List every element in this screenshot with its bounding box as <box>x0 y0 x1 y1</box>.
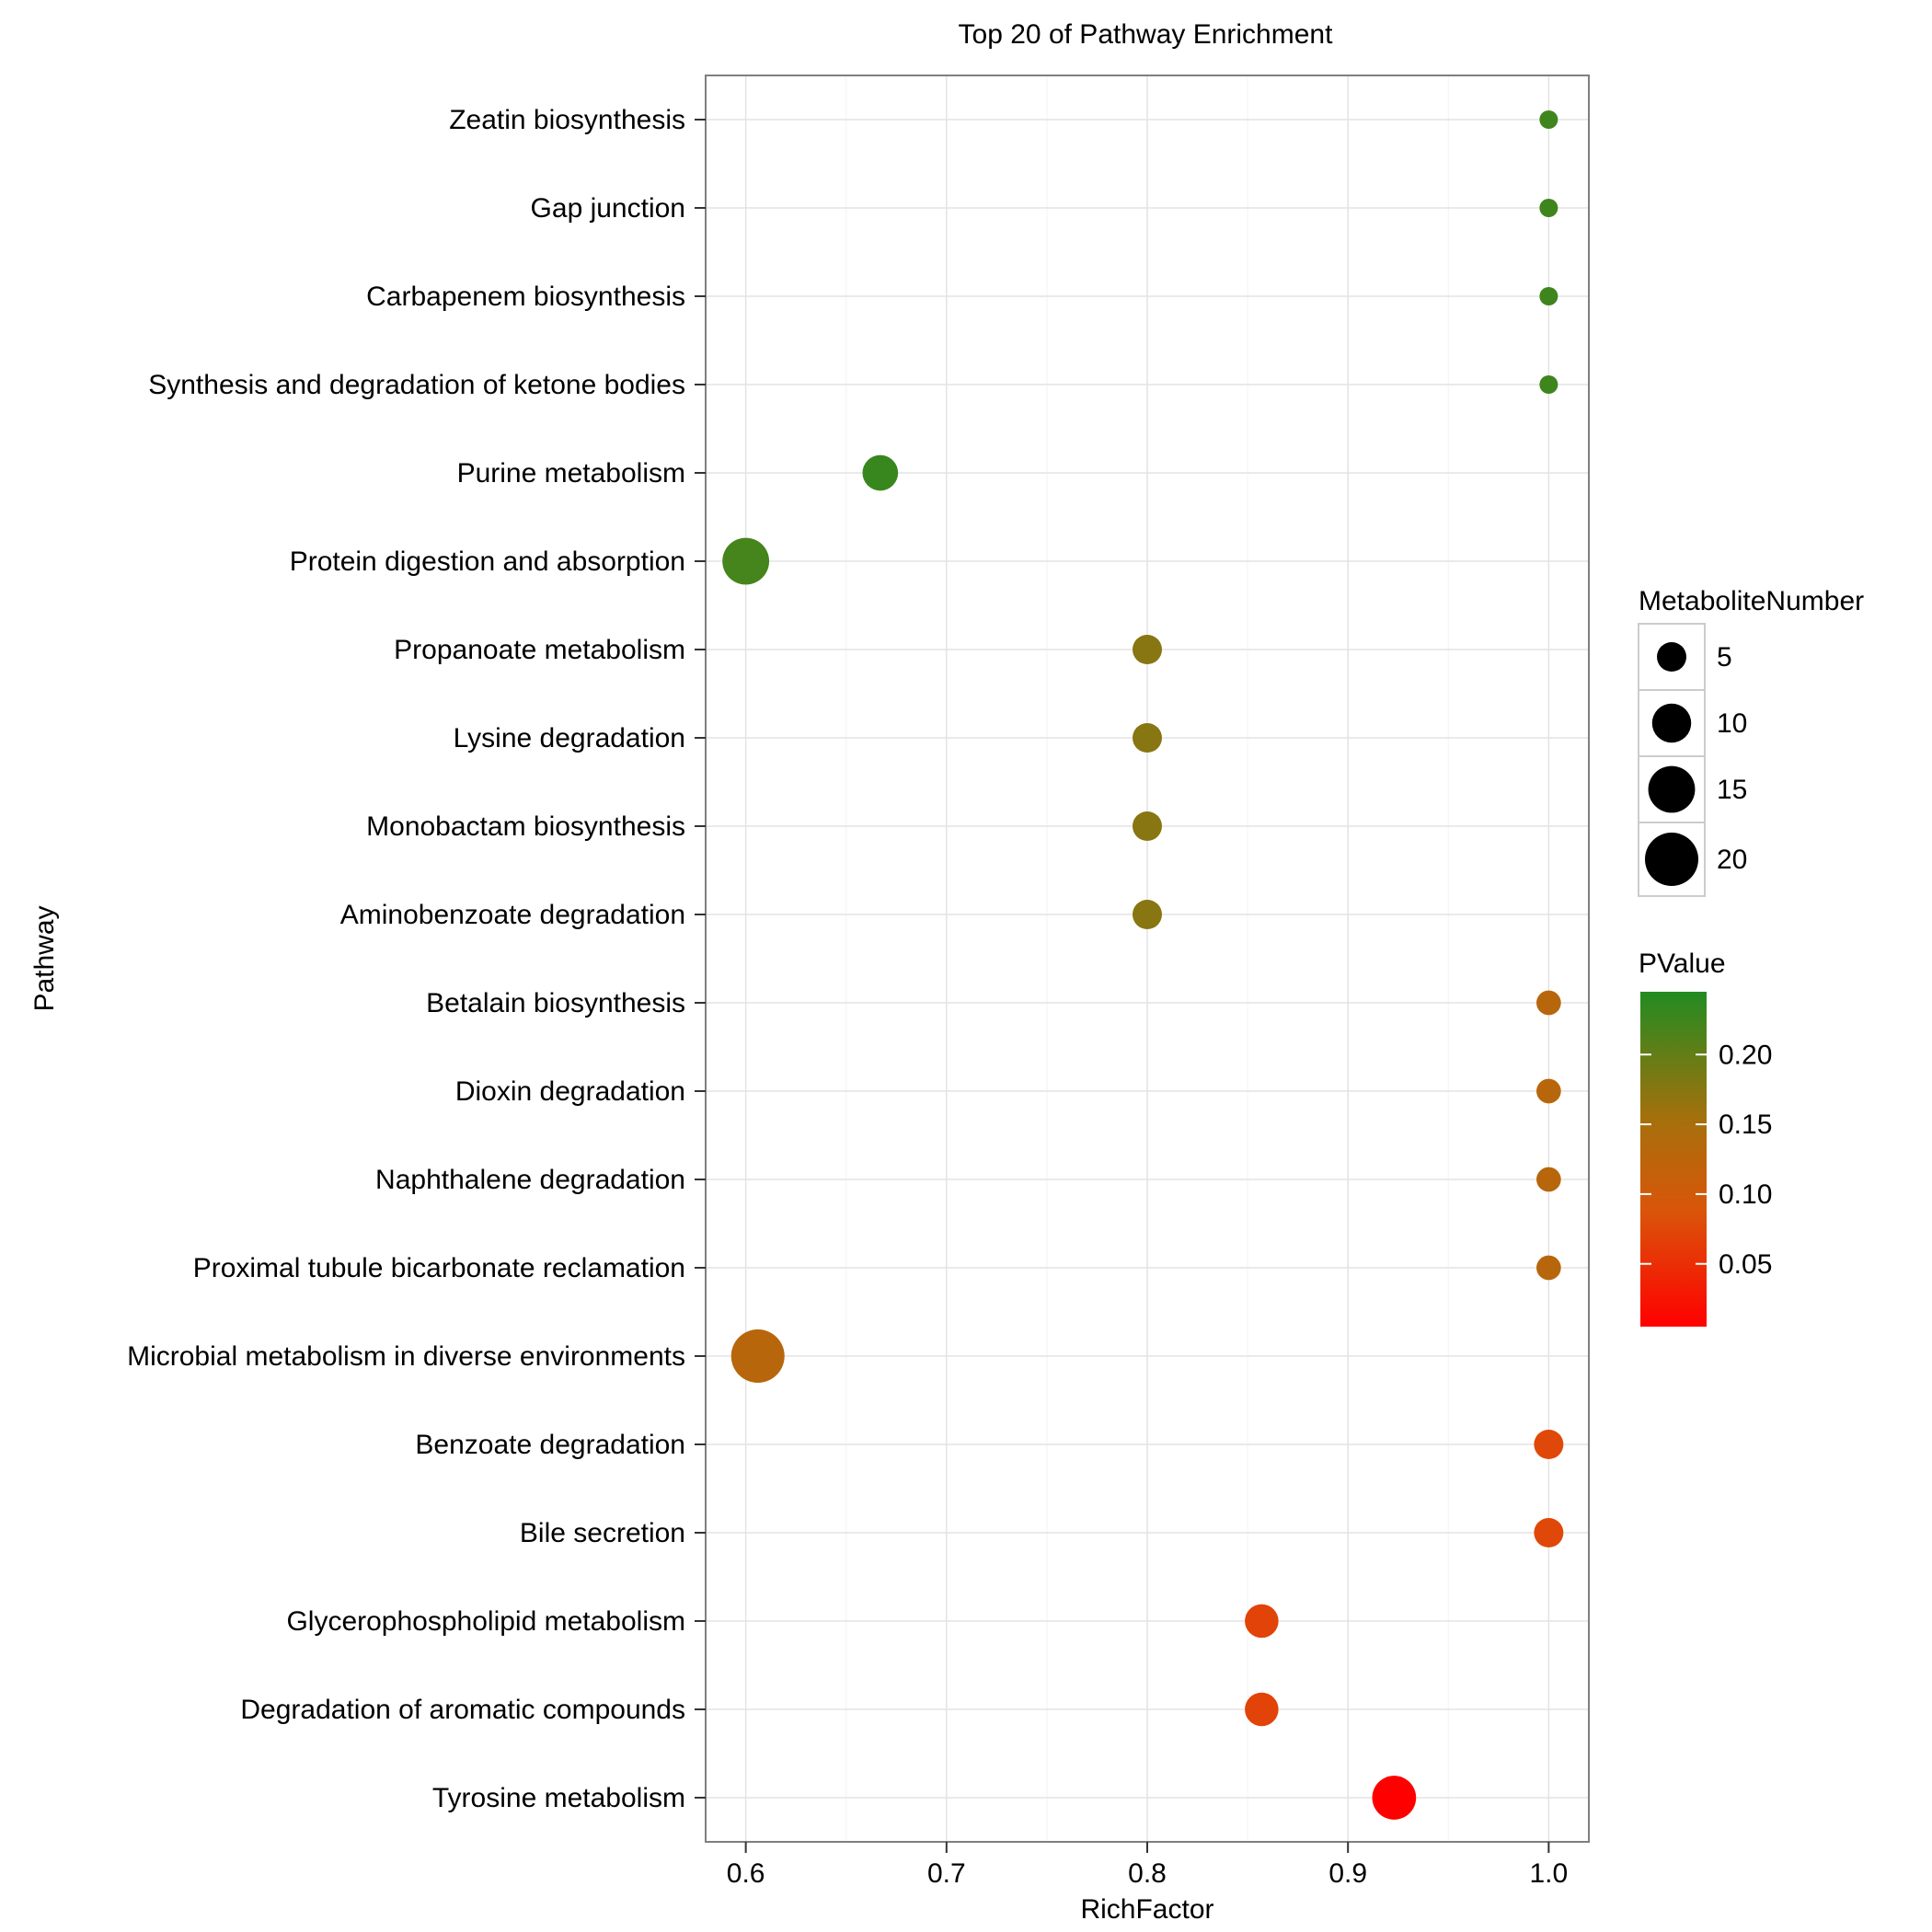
x-tick-label: 0.7 <box>927 1858 966 1889</box>
data-point <box>1536 1255 1561 1281</box>
data-point <box>1245 1692 1279 1727</box>
size-legend-label: 5 <box>1717 642 1732 673</box>
y-tick-label: Lysine degradation <box>454 723 685 753</box>
data-point <box>1245 1604 1279 1639</box>
size-legend-label: 15 <box>1717 775 1747 805</box>
x-tick-label: 1.0 <box>1530 1858 1569 1889</box>
grid-lines <box>706 75 1589 1842</box>
y-tick-label: Proximal tubule bicarbonate reclamation <box>193 1253 685 1283</box>
x-tick-label: 0.9 <box>1328 1858 1367 1889</box>
y-tick-label: Protein digestion and absorption <box>290 546 685 577</box>
data-point <box>1539 110 1558 129</box>
y-tick-label: Gap junction <box>531 193 685 224</box>
data-points <box>722 110 1564 1820</box>
size-legend-label: 10 <box>1717 708 1747 739</box>
data-point <box>1133 811 1162 841</box>
size-legend: MetaboliteNumber 5 10 15 20 <box>1638 586 1864 897</box>
size-legend-symbol <box>1651 703 1692 743</box>
y-axis: Zeatin biosynthesis Gap junction Carbapene… <box>127 105 706 1813</box>
data-point <box>730 1329 785 1383</box>
size-legend-label: 20 <box>1717 845 1747 875</box>
y-tick-label: Propanoate metabolism <box>394 635 685 665</box>
y-tick-label: Synthesis and degradation of ketone bodi… <box>148 370 685 400</box>
data-point <box>1534 1430 1564 1459</box>
color-legend-label: 0.15 <box>1719 1110 1772 1140</box>
color-legend: PValue 0.05 0.10 0.15 0.20 <box>1639 949 1772 1327</box>
data-point <box>862 454 899 491</box>
data-point <box>1133 900 1162 929</box>
chart-title: Top 20 of Pathway Enrichment <box>959 19 1334 50</box>
data-point <box>1539 375 1558 394</box>
x-axis: 0.6 0.7 0.8 0.9 1.0 <box>727 1842 1568 1889</box>
data-point <box>1534 1518 1564 1547</box>
x-tick-label: 0.6 <box>727 1858 765 1889</box>
x-tick-label: 0.8 <box>1128 1858 1167 1889</box>
y-tick-label: Carbapenem biosynthesis <box>366 282 685 312</box>
data-point <box>1536 1078 1561 1104</box>
data-point <box>1536 1167 1561 1192</box>
y-tick-label: Betalain biosynthesis <box>426 988 685 1018</box>
y-tick-label: Tyrosine metabolism <box>432 1783 685 1813</box>
color-legend-label: 0.20 <box>1719 1040 1772 1070</box>
y-tick-label: Naphthalene degradation <box>375 1165 685 1195</box>
color-legend-label: 0.10 <box>1719 1179 1772 1210</box>
y-tick-label: Aminobenzoate degradation <box>340 900 685 930</box>
data-point <box>722 537 770 585</box>
size-legend-symbol <box>1648 765 1696 813</box>
y-tick-label: Zeatin biosynthesis <box>449 105 685 135</box>
y-tick-label: Glycerophospholipid metabolism <box>286 1606 685 1637</box>
y-tick-label: Bile secretion <box>520 1518 685 1548</box>
y-tick-label: Dioxin degradation <box>455 1076 685 1107</box>
x-axis-label: RichFactor <box>1080 1894 1213 1925</box>
data-point <box>1536 990 1561 1016</box>
y-tick-label: Microbial metabolism in diverse environm… <box>127 1341 685 1372</box>
data-point <box>1539 199 1558 217</box>
color-legend-bar <box>1640 992 1707 1327</box>
y-tick-label: Degradation of aromatic compounds <box>240 1695 685 1725</box>
y-tick-label: Monobactam biosynthesis <box>366 811 685 842</box>
color-legend-label: 0.05 <box>1719 1249 1772 1280</box>
size-legend-symbol <box>1645 833 1698 886</box>
size-legend-symbol <box>1657 642 1686 672</box>
data-point <box>1133 723 1162 753</box>
data-point <box>1133 635 1162 664</box>
data-point <box>1372 1776 1417 1820</box>
size-legend-title: MetaboliteNumber <box>1639 586 1864 616</box>
color-legend-title: PValue <box>1639 949 1726 979</box>
y-tick-label: Purine metabolism <box>457 458 685 489</box>
data-point <box>1539 287 1558 305</box>
y-tick-label: Benzoate degradation <box>415 1430 685 1460</box>
y-axis-label: Pathway <box>29 905 60 1011</box>
